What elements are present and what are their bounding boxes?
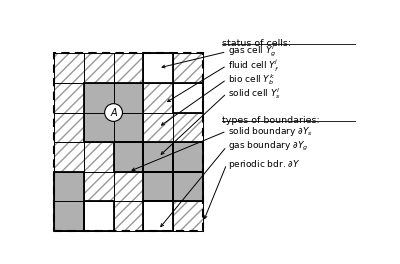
Circle shape bbox=[105, 104, 122, 121]
Text: solid cell $Y_s^l$: solid cell $Y_s^l$ bbox=[228, 86, 281, 101]
Bar bbox=[84, 201, 114, 231]
Bar bbox=[54, 53, 203, 231]
Text: gas cell $Y_g^i$: gas cell $Y_g^i$ bbox=[228, 44, 277, 59]
Bar bbox=[84, 83, 143, 142]
Text: bio cell $Y_b^k$: bio cell $Y_b^k$ bbox=[228, 72, 275, 87]
Bar bbox=[54, 53, 203, 231]
Bar bbox=[173, 83, 203, 112]
Text: fluid cell $Y_f^j$: fluid cell $Y_f^j$ bbox=[228, 57, 280, 74]
Bar bbox=[143, 201, 173, 231]
Bar bbox=[173, 142, 203, 172]
Bar bbox=[143, 172, 173, 201]
Bar bbox=[114, 142, 143, 172]
Text: solid boundary $\partial Y_s$: solid boundary $\partial Y_s$ bbox=[228, 125, 313, 138]
Bar bbox=[54, 53, 203, 231]
Text: status of cells:: status of cells: bbox=[222, 39, 291, 48]
Text: types of boundaries:: types of boundaries: bbox=[222, 116, 320, 125]
Text: A: A bbox=[110, 107, 117, 117]
Text: periodic bdr. $\partial Y$: periodic bdr. $\partial Y$ bbox=[228, 158, 301, 171]
Bar bbox=[143, 142, 173, 172]
Bar bbox=[54, 172, 84, 231]
Bar bbox=[143, 53, 173, 83]
Text: gas boundary $\partial Y_g$: gas boundary $\partial Y_g$ bbox=[228, 140, 309, 153]
Bar bbox=[173, 172, 203, 201]
